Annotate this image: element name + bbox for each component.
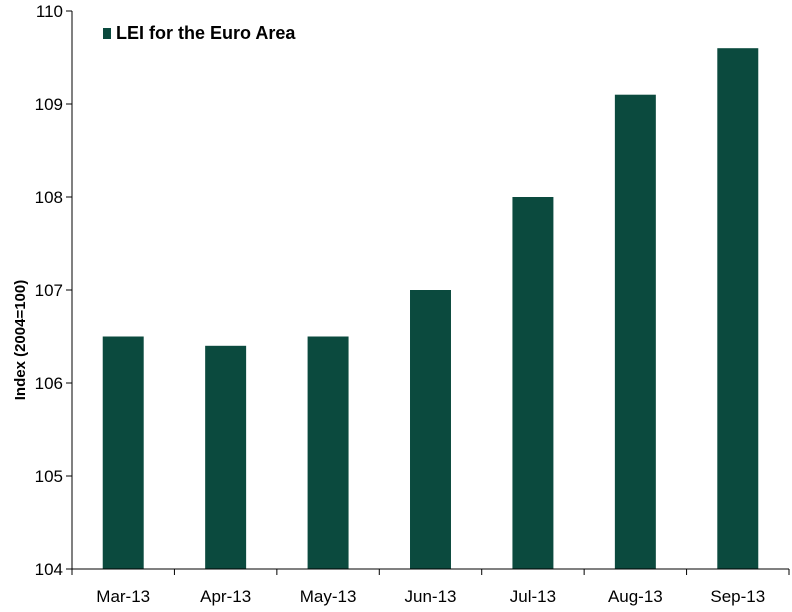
x-tick-label: Apr-13 [200,587,251,606]
x-tick-label: Mar-13 [96,587,150,606]
y-tick-label: 109 [35,95,63,114]
y-tick-label: 106 [35,374,63,393]
y-tick-label: 110 [36,2,63,21]
bar-Jun-13 [410,290,451,569]
legend-swatch [103,28,111,39]
x-ticks-group: Mar-13 Apr-13 May-13 Jun-13 Jul-13 Aug-13 Sep-… [71,569,790,606]
bar-May-13 [307,336,349,569]
bar-Sep-13 [717,48,759,569]
legend-label: LEI for the Euro Area [116,23,296,43]
x-tick-label: Jul-13 [510,587,556,606]
y-tick-label: 105 [35,467,63,486]
bar-Aug-13 [614,94,656,569]
bars-group [102,48,759,569]
x-tick-label: Sep-13 [710,587,765,606]
y-ticks-group: 104 105 106 107 108 109 110 [35,2,72,579]
x-tick-label: Jun-13 [405,587,457,606]
x-tick-label: Aug-13 [608,587,663,606]
legend: LEI for the Euro Area [103,23,296,43]
y-tick-label: 107 [35,281,63,300]
y-axis-label: Index (2004=100) [12,280,29,401]
x-tick-label: May-13 [300,587,357,606]
bar-Jul-13 [512,197,554,569]
y-tick-label: 108 [35,188,63,207]
bar-Apr-13 [205,345,247,569]
y-tick-label: 104 [35,560,63,579]
bar-Mar-13 [102,336,144,569]
